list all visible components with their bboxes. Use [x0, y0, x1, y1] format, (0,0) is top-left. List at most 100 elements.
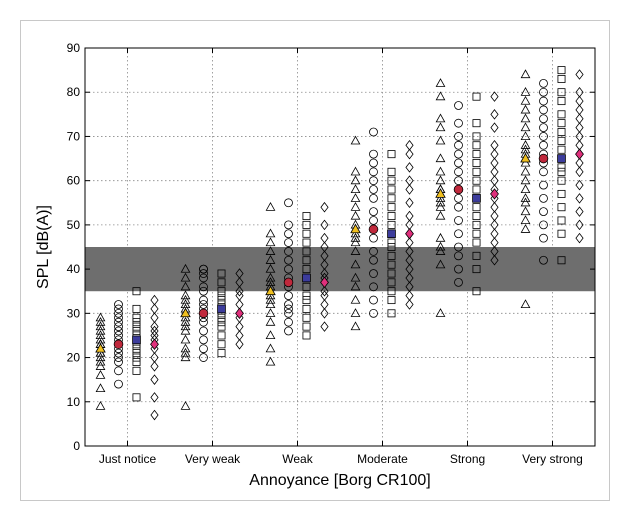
square-point	[132, 322, 141, 331]
triangle-point	[265, 356, 276, 366]
y-tick-label: 0	[73, 439, 80, 453]
triangle-point	[435, 197, 446, 207]
triangle-point	[350, 272, 361, 282]
diamond-point	[320, 241, 329, 253]
triangle-point	[350, 201, 361, 211]
triangle-point	[520, 69, 531, 79]
triangle-point	[520, 193, 531, 202]
triangle-point	[95, 316, 106, 326]
circle-point	[114, 366, 123, 376]
square-point	[387, 185, 396, 194]
circle-point	[114, 313, 123, 323]
circle-point	[284, 308, 293, 318]
triangle-point	[435, 166, 446, 176]
triangle-point	[95, 383, 106, 393]
square-point	[302, 238, 311, 247]
triangle-point	[435, 122, 446, 132]
square-point	[387, 238, 396, 247]
x-tick-label: Weak	[282, 452, 313, 466]
circle-point	[539, 87, 548, 97]
diamond-point	[405, 299, 414, 310]
diamond-point	[490, 237, 499, 248]
square-point	[557, 189, 566, 198]
circle-point	[369, 247, 378, 256]
square-point	[557, 119, 566, 128]
square-point	[387, 260, 396, 269]
plot-border	[84, 47, 596, 447]
triangle-point	[265, 255, 276, 264]
square-point	[132, 344, 141, 353]
circle-point	[114, 300, 123, 309]
triangle-point	[520, 104, 531, 114]
triangle-point	[520, 215, 531, 225]
diamond-mean-point	[235, 307, 244, 320]
circle-point	[369, 255, 378, 265]
diamond-point	[575, 69, 584, 80]
circle-point	[114, 348, 123, 358]
square-point	[472, 150, 481, 159]
diamond-point	[405, 175, 414, 186]
square-mean-point	[387, 229, 396, 239]
square-point	[472, 167, 481, 176]
diamond-point	[575, 232, 584, 244]
diamond-point	[320, 321, 329, 332]
circle-point	[114, 331, 123, 340]
circle-point	[369, 149, 378, 159]
triangle-point	[520, 131, 531, 140]
square-point	[387, 309, 396, 318]
square-point	[302, 282, 311, 291]
triangle-point	[350, 210, 361, 220]
circle-point	[284, 238, 293, 247]
triangle-point	[180, 316, 191, 326]
square-point	[132, 349, 141, 358]
diamond-point	[150, 352, 159, 363]
triangle-point	[520, 140, 531, 149]
triangle-point	[520, 175, 531, 185]
circle-point	[454, 264, 463, 274]
square-point	[472, 238, 481, 247]
triangle-point	[350, 308, 361, 317]
triangle-point	[435, 153, 446, 163]
triangle-point	[180, 334, 191, 344]
circle-point	[369, 193, 378, 203]
circle-point	[454, 101, 463, 110]
square-point	[217, 278, 226, 287]
diamond-point	[150, 343, 159, 354]
diamond-mean-point	[575, 148, 584, 160]
circle-point	[369, 282, 378, 292]
circle-point	[199, 264, 208, 274]
square-point	[217, 269, 226, 278]
circle-point	[114, 317, 123, 327]
square-point	[302, 291, 311, 300]
triangle-point	[520, 197, 531, 207]
square-point	[132, 358, 141, 366]
diamond-point	[405, 148, 414, 160]
triangle-point	[180, 325, 191, 335]
square-point	[557, 256, 566, 265]
diamond-point	[150, 321, 159, 332]
diamond-mean-point	[320, 276, 329, 289]
square-point	[132, 366, 141, 375]
diamond-point	[320, 285, 329, 297]
diamond-point	[320, 299, 329, 310]
triangle-point	[180, 299, 191, 309]
square-mean-point	[132, 335, 141, 345]
circle-point	[199, 326, 208, 336]
circle-point	[199, 353, 208, 362]
circle-mean-point	[368, 224, 379, 235]
triangle-point	[350, 193, 361, 202]
triangle-point	[520, 113, 531, 123]
circle-point	[454, 140, 463, 150]
square-point	[557, 163, 566, 172]
diamond-point	[405, 237, 414, 248]
triangle-point	[265, 308, 276, 317]
shaded-band	[85, 247, 595, 292]
diamond-point	[575, 86, 584, 98]
circle-point	[539, 180, 548, 190]
circle-point	[539, 132, 548, 141]
circle-point	[199, 344, 208, 354]
square-point	[132, 327, 141, 335]
y-tick-label: 80	[67, 85, 81, 99]
square-point	[472, 203, 481, 212]
